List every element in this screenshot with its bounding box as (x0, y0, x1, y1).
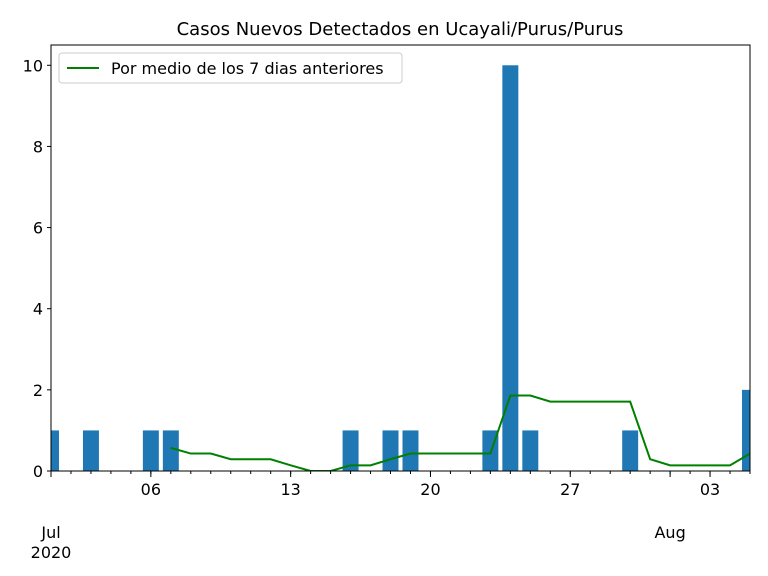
y-tick-label: 6 (33, 219, 43, 238)
chart-title: Casos Nuevos Detectados en Ucayali/Purus… (177, 19, 624, 40)
bar (622, 430, 639, 471)
x-tick-label: 13 (280, 480, 300, 499)
bar (142, 430, 159, 471)
bar (742, 389, 750, 471)
legend-label: Por medio de los 7 dias anteriores (111, 59, 384, 78)
x-tick-label: 20 (420, 480, 440, 499)
y-tick-label: 8 (33, 137, 43, 156)
bar (51, 430, 59, 471)
y-tick-label: 2 (33, 381, 43, 400)
bar (382, 430, 399, 471)
y-tick-label: 10 (23, 56, 43, 75)
line-series (170, 394, 750, 471)
x-tick-label: 03 (700, 480, 720, 499)
bar (402, 430, 419, 471)
bar (82, 430, 99, 471)
bar (502, 65, 519, 471)
x-tick-label: 06 (141, 480, 161, 499)
x-month-label: Aug (654, 523, 685, 542)
x-tick-label: 27 (560, 480, 580, 499)
y-tick-label: 0 (33, 462, 43, 481)
bar (342, 430, 359, 471)
legend-box (58, 52, 403, 84)
bar (162, 430, 179, 471)
bar (522, 430, 539, 471)
y-tick-label: 4 (33, 300, 43, 319)
x-month-label: Jul 2020 (31, 523, 72, 562)
plot-frame (50, 44, 751, 472)
